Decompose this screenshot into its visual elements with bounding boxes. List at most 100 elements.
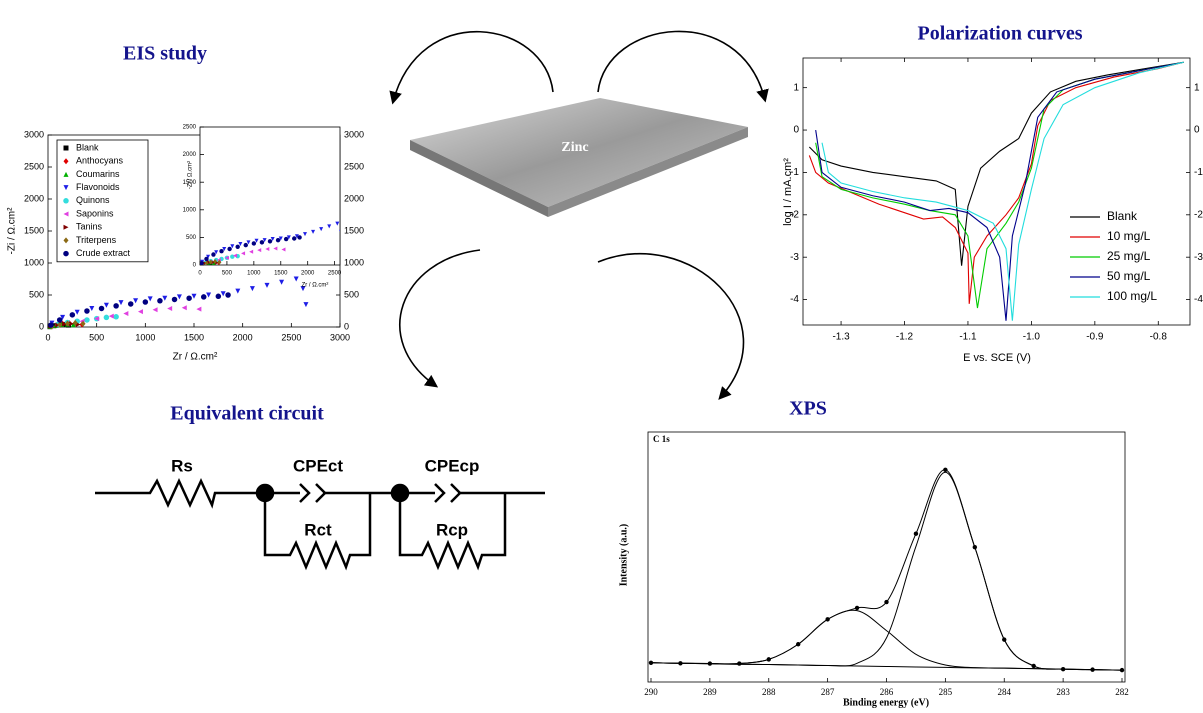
y-tick-label: 0 [193, 263, 197, 269]
legend-label: Quinons [76, 195, 110, 205]
point [884, 599, 889, 605]
point [225, 292, 231, 298]
x-axis-label: Binding energy (eV) [843, 697, 929, 708]
y-tick-label: 2000 [24, 193, 44, 203]
y-tick-label: 0 [793, 125, 799, 136]
point [259, 240, 265, 245]
y-tick-label-right: -1 [1194, 167, 1203, 178]
point [319, 227, 324, 232]
y-tick-label: -4 [790, 294, 799, 305]
point [283, 236, 289, 242]
point [246, 240, 251, 245]
point [303, 232, 307, 237]
x-tick-label: 283 [1056, 687, 1070, 697]
point [89, 305, 95, 311]
zinc-label: Zinc [561, 140, 588, 155]
y-tick-label-right: 500 [344, 289, 359, 299]
point [215, 293, 222, 300]
point [913, 531, 919, 536]
series-line [821, 61, 1184, 321]
point [62, 321, 68, 327]
y-tick-label: 1000 [183, 207, 197, 213]
point [206, 292, 212, 298]
y-tick-label-right: -4 [1194, 294, 1203, 305]
x-tick-label: 1000 [247, 271, 261, 277]
point [162, 295, 168, 301]
x-tick-label: 3000 [330, 332, 350, 342]
point [293, 276, 299, 282]
x-tick-label: 285 [939, 687, 953, 697]
x-tick-label: 288 [762, 687, 776, 697]
legend-label: Saponins [76, 208, 114, 218]
point [213, 259, 218, 264]
point [142, 299, 149, 305]
point [186, 295, 192, 301]
point [167, 305, 173, 311]
point [204, 260, 209, 265]
point [341, 244, 345, 248]
point [103, 314, 110, 321]
point [278, 236, 283, 241]
cpe-ct-label: CPEct [293, 456, 343, 475]
point [233, 253, 237, 258]
x-tick-label: 500 [89, 332, 104, 342]
point [339, 229, 340, 232]
point [297, 235, 302, 240]
circuit [95, 477, 545, 571]
point [204, 256, 209, 262]
point [249, 249, 254, 254]
point [84, 317, 90, 323]
point [943, 467, 948, 472]
point [230, 244, 235, 249]
rcp-label: Rcp [436, 520, 468, 539]
inset: 0 500 1000 1500 2000 2500 0 500 1000 1500 2000 2500… [183, 125, 345, 289]
y-tick-label-right: 1500 [344, 225, 364, 235]
x-axis-label: E vs. SCE (V) [963, 352, 1031, 364]
legend-label: 100 mg/L [1107, 289, 1157, 303]
x-tick-label: 1000 [135, 332, 155, 342]
point [220, 291, 226, 297]
x-tick-label: 1500 [274, 271, 288, 277]
point [118, 300, 124, 306]
point [191, 293, 197, 299]
zinc-plate [410, 98, 748, 217]
point [176, 294, 182, 300]
legend-marker [63, 237, 69, 244]
x-tick-label: -1.2 [896, 332, 914, 343]
point [113, 303, 119, 309]
legend-marker [63, 211, 69, 217]
y-tick-label: -1 [790, 167, 799, 178]
legend-label: Blank [76, 142, 99, 152]
legend-label: Crude extract [76, 248, 131, 258]
legend-marker [63, 198, 69, 204]
x-tick-label: 0 [198, 271, 202, 277]
x-tick-label: 2000 [301, 271, 315, 277]
legend-marker [63, 145, 69, 151]
point [254, 238, 259, 243]
point [84, 308, 90, 314]
point [275, 237, 281, 243]
point [241, 251, 246, 256]
x-axis-label: Zr / Ω.cm² [302, 283, 329, 289]
legend-marker [63, 158, 69, 165]
y-tick-label: 2000 [183, 152, 197, 158]
y-tick-label: 3000 [24, 129, 44, 139]
point [98, 305, 105, 312]
point [206, 254, 211, 259]
point [48, 322, 54, 328]
point [56, 317, 63, 323]
x-tick-label: 2500 [328, 271, 342, 277]
y-tick-label: 0 [39, 321, 44, 331]
y-tick-label: -2 [790, 209, 799, 220]
point [200, 261, 204, 265]
point [123, 311, 129, 317]
point [335, 221, 340, 226]
series-line [808, 61, 1184, 304]
point [217, 259, 222, 265]
x-tick-label: 286 [880, 687, 894, 697]
series-line [808, 61, 1184, 266]
legend-label: Tanins [76, 222, 103, 232]
point [311, 229, 316, 234]
point [264, 282, 270, 288]
chart-title: XPS [789, 398, 827, 420]
